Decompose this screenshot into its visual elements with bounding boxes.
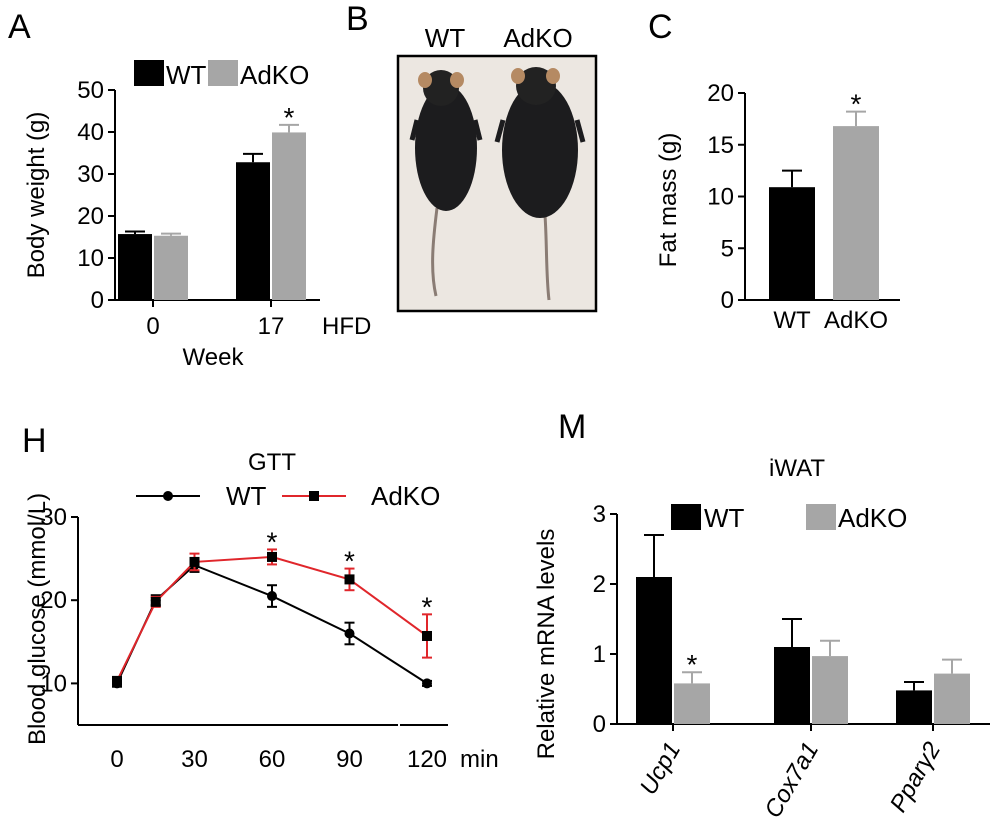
x-tick-label: Cox7a1 <box>759 738 824 823</box>
mouse-adko-icon <box>494 67 586 301</box>
panel-label-a: A <box>8 8 31 46</box>
chart-body-weight: 0 10 20 30 40 50 Body weight (g) 0 17 HFD Week * WT A… <box>23 60 371 371</box>
legend-label-wt: WT <box>166 60 207 90</box>
y-tick-label: 0 <box>593 711 606 738</box>
x-axis-title: Week <box>183 344 245 371</box>
x-tick-label: 17 <box>258 313 285 340</box>
x-tick-label: Ucp1 <box>635 738 686 800</box>
chart-iwat-mrna: 0 1 2 3 Relative mRNA levels iWAT Ucp1 Cox7a1 Pp… <box>533 455 990 823</box>
legend-label-wt: WT <box>226 481 267 511</box>
y-tick-label: 0 <box>91 287 104 314</box>
x-tick-label: 30 <box>181 746 208 773</box>
x-tick-label: 90 <box>336 746 363 773</box>
y-tick-label: 10 <box>707 184 734 211</box>
data-point <box>189 556 200 567</box>
legend-label-adko: AdKO <box>371 481 440 511</box>
x-tick-label: WT <box>773 307 811 334</box>
data-point <box>422 678 432 689</box>
bar <box>236 162 270 300</box>
x-category-suffix: HFD <box>322 313 371 340</box>
data-point <box>150 596 161 607</box>
data-point <box>422 630 432 641</box>
bar <box>896 690 932 724</box>
mouse-photo-panel: WT AdKO <box>396 23 598 313</box>
legend-swatch-adko <box>806 504 836 530</box>
significance-mark: * <box>851 89 862 120</box>
y-axis-title: Fat mass (g) <box>655 133 682 268</box>
bar <box>774 647 810 724</box>
mouse-wt-icon <box>409 70 483 297</box>
data-point <box>344 574 355 585</box>
panel-label-m: M <box>558 408 586 446</box>
legend-label-wt: WT <box>704 503 745 533</box>
panel-label-c: C <box>648 8 673 46</box>
bar <box>674 683 710 724</box>
x-tick-label: 120 <box>407 746 447 773</box>
series-line <box>116 555 428 682</box>
legend-label-adko: AdKO <box>838 503 907 533</box>
y-tick-label: 2 <box>593 571 606 598</box>
chart-title: GTT <box>248 449 296 476</box>
legend-swatch-wt <box>671 504 701 530</box>
data-point <box>267 551 277 562</box>
bar <box>272 132 306 300</box>
panel-label-h: H <box>22 422 47 460</box>
bar <box>118 234 152 300</box>
x-tick-label: AdKO <box>824 307 888 334</box>
panel-label-b: B <box>346 0 369 38</box>
y-tick-label: 15 <box>707 132 734 159</box>
significance-mark: * <box>284 102 295 133</box>
y-tick-label: 30 <box>77 161 104 188</box>
bar <box>769 187 815 300</box>
significance-mark: * <box>344 546 355 577</box>
x-axis-unit: min <box>460 746 499 773</box>
bar <box>812 656 848 724</box>
bar <box>154 235 188 300</box>
x-tick-label: 0 <box>146 313 159 340</box>
x-tick-label: 0 <box>110 746 123 773</box>
y-axis-title: Blood glucose (mmol/L) <box>24 493 51 745</box>
bar <box>636 577 672 724</box>
data-point <box>267 591 277 602</box>
data-point <box>344 628 355 639</box>
y-tick-label: 5 <box>721 235 734 262</box>
y-axis-title: Relative mRNA levels <box>533 529 560 760</box>
legend-marker-adko <box>309 491 319 501</box>
y-tick-label: 10 <box>77 245 104 272</box>
y-tick-label: 20 <box>40 587 67 614</box>
significance-mark: * <box>687 649 698 680</box>
chart-title: iWAT <box>769 455 825 482</box>
legend-marker-wt <box>163 491 173 501</box>
x-tick-label: Pparγ2 <box>885 738 946 817</box>
mouse-photo-label-adko: AdKO <box>503 23 572 53</box>
significance-mark: * <box>422 591 433 622</box>
legend-swatch-wt <box>134 60 164 86</box>
data-point <box>112 675 122 686</box>
legend-swatch-adko <box>208 60 238 86</box>
y-tick-label: 10 <box>40 670 67 697</box>
significance-mark: * <box>267 526 278 557</box>
series-line <box>116 564 428 685</box>
y-tick-label: 0 <box>721 287 734 314</box>
bar <box>934 673 970 724</box>
bar <box>833 126 879 301</box>
y-tick-label: 50 <box>77 77 104 104</box>
y-axis-title: Body weight (g) <box>23 112 50 279</box>
chart-fat-mass: 0 5 10 15 20 Fat mass (g) WT AdKO * <box>655 80 900 334</box>
y-tick-label: 30 <box>40 504 67 531</box>
y-tick-label: 1 <box>593 641 606 668</box>
y-tick-label: 40 <box>77 119 104 146</box>
legend-label-adko: AdKO <box>240 60 309 90</box>
y-tick-label: 3 <box>593 501 606 528</box>
x-tick-label: 60 <box>259 746 286 773</box>
mouse-photo-label-wt: WT <box>425 23 466 53</box>
y-tick-label: 20 <box>707 80 734 107</box>
y-tick-label: 20 <box>77 203 104 230</box>
